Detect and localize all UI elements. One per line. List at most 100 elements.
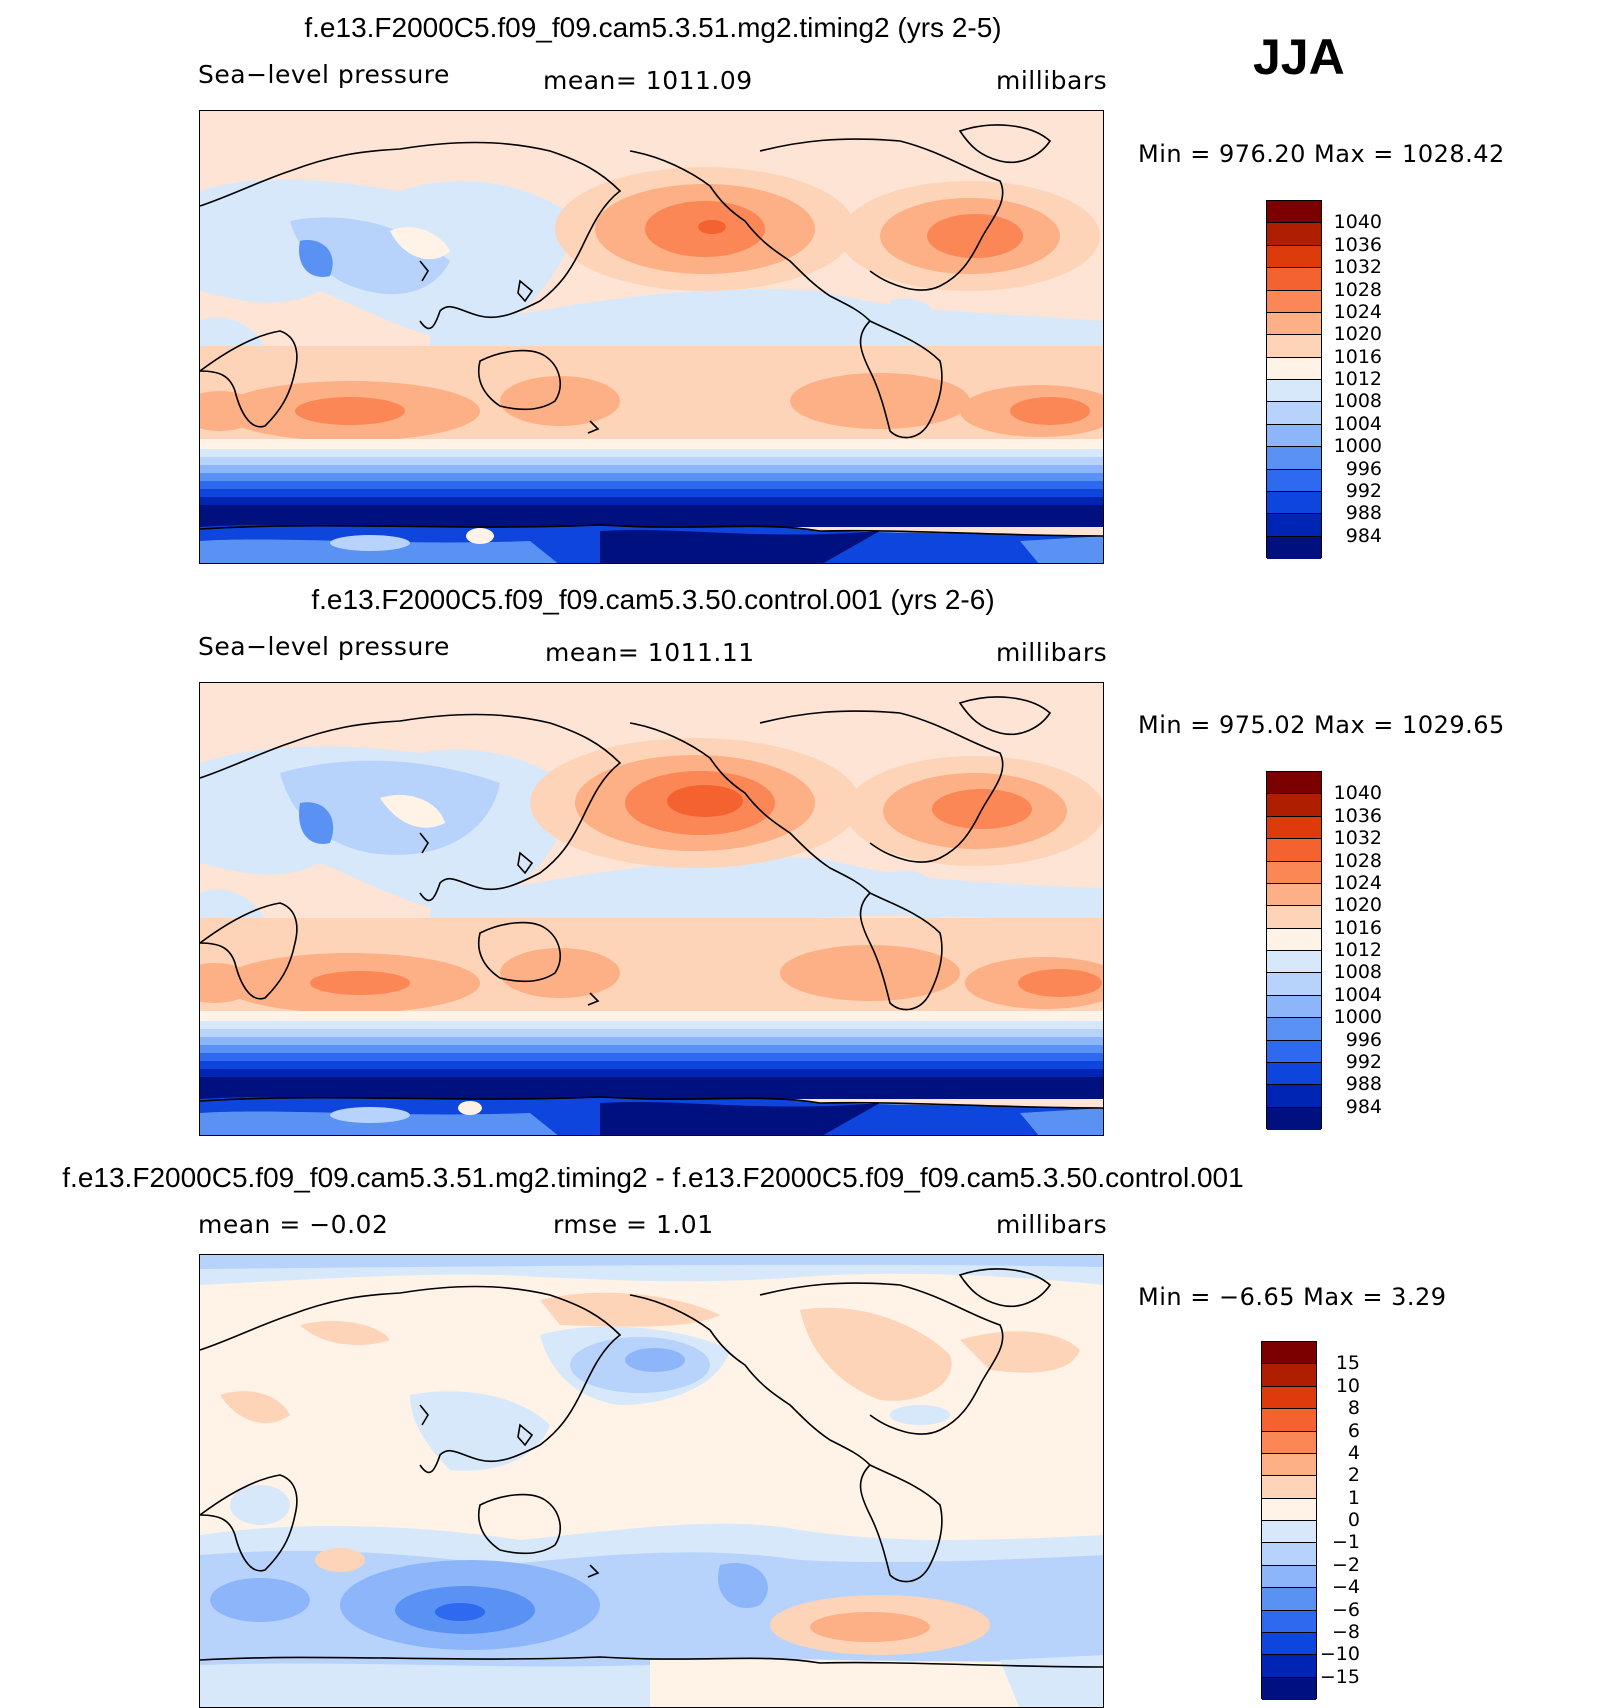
colorbar-swatch bbox=[1267, 1108, 1321, 1130]
panel1-minmax: Min = 976.20 Max = 1028.42 bbox=[1138, 140, 1505, 168]
colorbar-tick-label: 1024 bbox=[1322, 872, 1382, 894]
colorbar-swatch bbox=[1267, 862, 1321, 884]
panel1-title: f.e13.F2000C5.f09_f09.cam5.3.51.mg2.timi… bbox=[0, 12, 1353, 44]
colorbar-tick-label: −2 bbox=[1300, 1554, 1360, 1576]
colorbar-swatch bbox=[1267, 929, 1321, 951]
colorbar-tick-label: 1004 bbox=[1322, 413, 1382, 435]
colorbar-tick-label: 1012 bbox=[1322, 939, 1382, 961]
colorbar-swatch bbox=[1267, 772, 1321, 794]
panel1-map bbox=[199, 110, 1104, 564]
colorbar-tick-label: 1020 bbox=[1322, 323, 1382, 345]
colorbar-tick-label: 1004 bbox=[1322, 984, 1382, 1006]
colorbar-swatch bbox=[1267, 951, 1321, 973]
colorbar-tick-label: 988 bbox=[1322, 1073, 1382, 1095]
colorbar-swatch bbox=[1267, 380, 1321, 402]
colorbar-tick-label: 988 bbox=[1322, 502, 1382, 524]
colorbar-tick-label: 15 bbox=[1300, 1352, 1360, 1374]
colorbar-tick-label: 0 bbox=[1300, 1509, 1360, 1531]
colorbar-tick-label: 1040 bbox=[1322, 782, 1382, 804]
panel1-map-svg bbox=[200, 111, 1104, 564]
colorbar-tick-label: 1036 bbox=[1322, 234, 1382, 256]
colorbar-swatch bbox=[1267, 1085, 1321, 1107]
colorbar-tick-label: −8 bbox=[1300, 1621, 1360, 1643]
colorbar-swatch bbox=[1267, 268, 1321, 290]
colorbar-tick-label: 1008 bbox=[1322, 961, 1382, 983]
panel2-map-svg bbox=[200, 683, 1104, 1136]
colorbar-swatch bbox=[1267, 223, 1321, 245]
colorbar-tick-label: 996 bbox=[1322, 458, 1382, 480]
colorbar-tick-label: 1024 bbox=[1322, 301, 1382, 323]
colorbar-tick-label: 984 bbox=[1322, 525, 1382, 547]
colorbar-tick-label: 2 bbox=[1300, 1464, 1360, 1486]
panel3-minmax: Min = −6.65 Max = 3.29 bbox=[1138, 1283, 1447, 1311]
colorbar-tick-label: 1028 bbox=[1322, 279, 1382, 301]
panel2-colorbar bbox=[1266, 771, 1322, 1129]
colorbar-tick-label: 1028 bbox=[1322, 850, 1382, 872]
colorbar-tick-label: −4 bbox=[1300, 1576, 1360, 1598]
colorbar-swatch bbox=[1267, 1063, 1321, 1085]
colorbar-tick-label: −10 bbox=[1300, 1643, 1360, 1665]
colorbar-tick-label: 4 bbox=[1300, 1442, 1360, 1464]
panel2-variable: Sea−level pressure bbox=[198, 632, 450, 661]
panel1-variable: Sea−level pressure bbox=[198, 60, 450, 89]
colorbar-swatch bbox=[1267, 201, 1321, 223]
colorbar-tick-label: 1032 bbox=[1322, 256, 1382, 278]
colorbar-tick-label: −15 bbox=[1300, 1666, 1360, 1688]
colorbar-swatch bbox=[1267, 794, 1321, 816]
panel3-title: f.e13.F2000C5.f09_f09.cam5.3.51.mg2.timi… bbox=[0, 1162, 1353, 1194]
colorbar-tick-label: 984 bbox=[1322, 1096, 1382, 1118]
colorbar-tick-label: −6 bbox=[1300, 1599, 1360, 1621]
colorbar-swatch bbox=[1267, 470, 1321, 492]
colorbar-swatch bbox=[1267, 906, 1321, 928]
colorbar-swatch bbox=[1267, 358, 1321, 380]
colorbar-swatch bbox=[1267, 996, 1321, 1018]
panel3-units: millibars bbox=[996, 1210, 1107, 1239]
colorbar-tick-label: 1020 bbox=[1322, 894, 1382, 916]
colorbar-swatch bbox=[1267, 973, 1321, 995]
colorbar-tick-label: 1 bbox=[1300, 1487, 1360, 1509]
colorbar-tick-label: 1008 bbox=[1322, 390, 1382, 412]
colorbar-swatch bbox=[1267, 817, 1321, 839]
colorbar-tick-label: 992 bbox=[1322, 1051, 1382, 1073]
colorbar-tick-label: 992 bbox=[1322, 480, 1382, 502]
colorbar-swatch bbox=[1267, 246, 1321, 268]
panel2-mean: mean= 1011.11 bbox=[545, 638, 755, 667]
panel2-units: millibars bbox=[996, 638, 1107, 667]
panel3-rmse: rmse = 1.01 bbox=[553, 1210, 714, 1239]
colorbar-swatch bbox=[1267, 492, 1321, 514]
colorbar-swatch bbox=[1267, 402, 1321, 424]
panel3-mean: mean = −0.02 bbox=[198, 1210, 388, 1239]
colorbar-tick-label: 1036 bbox=[1322, 805, 1382, 827]
panel3-map-svg bbox=[200, 1255, 1104, 1708]
colorbar-tick-label: 1012 bbox=[1322, 368, 1382, 390]
colorbar-tick-label: 1016 bbox=[1322, 346, 1382, 368]
colorbar-swatch bbox=[1267, 447, 1321, 469]
panel2-map bbox=[199, 682, 1104, 1136]
colorbar-tick-label: 1000 bbox=[1322, 435, 1382, 457]
panel2-minmax: Min = 975.02 Max = 1029.65 bbox=[1138, 711, 1505, 739]
colorbar-swatch bbox=[1267, 839, 1321, 861]
colorbar-tick-label: 1040 bbox=[1322, 211, 1382, 233]
colorbar-swatch bbox=[1267, 514, 1321, 536]
colorbar-swatch bbox=[1267, 1041, 1321, 1063]
colorbar-tick-label: 1000 bbox=[1322, 1006, 1382, 1028]
colorbar-tick-label: 1032 bbox=[1322, 827, 1382, 849]
colorbar-tick-label: 6 bbox=[1300, 1420, 1360, 1442]
colorbar-swatch bbox=[1267, 335, 1321, 357]
colorbar-swatch bbox=[1267, 291, 1321, 313]
colorbar-tick-label: 996 bbox=[1322, 1029, 1382, 1051]
colorbar-tick-label: 1016 bbox=[1322, 917, 1382, 939]
colorbar-swatch bbox=[1267, 884, 1321, 906]
colorbar-swatch bbox=[1267, 313, 1321, 335]
panel1-colorbar bbox=[1266, 200, 1322, 558]
panel2-title: f.e13.F2000C5.f09_f09.cam5.3.50.control.… bbox=[0, 584, 1353, 616]
colorbar-swatch bbox=[1267, 537, 1321, 559]
panel1-units: millibars bbox=[996, 66, 1107, 95]
panel1-mean: mean= 1011.09 bbox=[543, 66, 753, 95]
colorbar-tick-label: 10 bbox=[1300, 1375, 1360, 1397]
colorbar-swatch bbox=[1267, 425, 1321, 447]
colorbar-tick-label: −1 bbox=[1300, 1531, 1360, 1553]
panel3-map bbox=[199, 1254, 1104, 1708]
colorbar-tick-label: 8 bbox=[1300, 1397, 1360, 1419]
colorbar-swatch bbox=[1267, 1018, 1321, 1040]
